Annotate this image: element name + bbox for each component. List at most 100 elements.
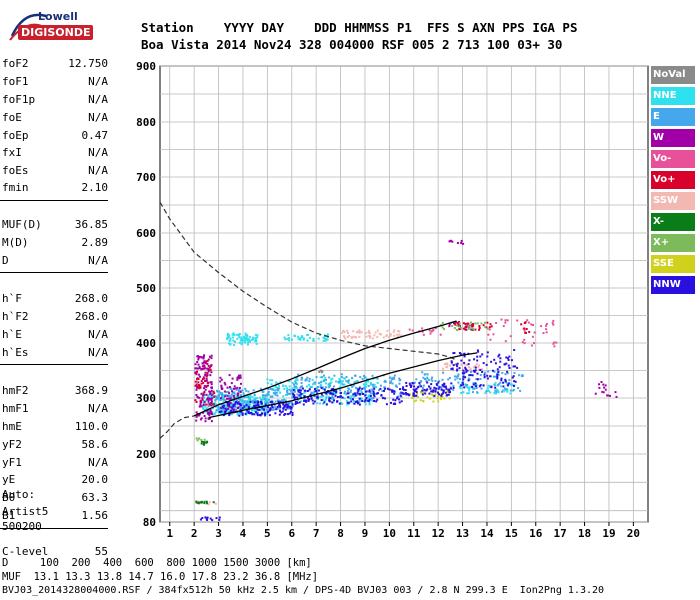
echo-point [594, 392, 597, 395]
echo-point [315, 395, 317, 398]
echo-point [207, 405, 210, 408]
echo-point [233, 404, 236, 407]
echo-point [492, 369, 494, 372]
echo-point [364, 398, 367, 401]
echo-point [202, 408, 205, 411]
echo-point [467, 363, 470, 366]
echo-point [450, 367, 453, 370]
echo-point [376, 377, 379, 380]
echo-point [429, 332, 432, 335]
echo-point [274, 389, 277, 392]
echo-point [370, 399, 373, 402]
echo-point [513, 371, 516, 374]
echo-point [426, 396, 429, 399]
echo-point [413, 381, 416, 384]
echo-point [329, 384, 332, 387]
echo-point [461, 381, 464, 384]
echo-point [278, 384, 281, 387]
echo-point [396, 397, 399, 400]
param-name: MUF(D) [2, 218, 42, 231]
electron-density-profile [159, 201, 457, 361]
echo-point [497, 389, 499, 392]
echo-point [279, 401, 282, 404]
echo-point [327, 395, 330, 398]
echo-point [325, 378, 327, 381]
param-name: foF1 [2, 75, 29, 88]
echo-point [479, 355, 482, 358]
echo-point [240, 336, 243, 339]
echo-point [494, 381, 497, 384]
echo-point [414, 389, 417, 392]
echo-point [421, 371, 424, 374]
echo-point [490, 386, 493, 389]
echo-point [300, 382, 303, 385]
echo-point [454, 378, 457, 381]
echo-point [207, 503, 210, 506]
echo-point [271, 408, 274, 411]
echo-point [475, 363, 478, 366]
x-tick-label: 7 [313, 527, 320, 540]
echo-point [358, 329, 361, 332]
echo-point [432, 394, 434, 397]
echo-point [428, 329, 431, 332]
echo-point [256, 334, 259, 337]
echo-point [532, 324, 534, 326]
echo-point [555, 341, 558, 344]
x-tick-label: 1 [166, 527, 173, 540]
echo-point [284, 405, 287, 408]
echo-point [202, 441, 205, 443]
x-tick-label: 5 [264, 527, 271, 540]
echo-point [345, 399, 348, 402]
echo-point [269, 401, 272, 404]
echo-point [448, 325, 451, 328]
echo-point [278, 408, 281, 411]
echo-point [354, 374, 357, 377]
echo-point [217, 406, 220, 409]
echo-point [372, 394, 375, 396]
echo-point [214, 402, 216, 405]
echo-point [518, 374, 521, 377]
echo-point [474, 369, 477, 372]
param-row-foe: foE N/A [0, 111, 108, 128]
param-name: B0 [2, 491, 16, 504]
echo-point [360, 331, 363, 334]
echo-point [456, 365, 459, 368]
echo-point [477, 366, 480, 369]
echo-point [516, 319, 519, 322]
echo-point [322, 399, 325, 401]
echo-point [345, 380, 348, 383]
echo-point [330, 378, 333, 381]
echo-point [284, 338, 287, 341]
echo-point [341, 380, 344, 383]
echo-point [245, 411, 248, 413]
echo-point [524, 321, 527, 324]
echo-point [228, 386, 231, 388]
echo-point [472, 382, 475, 384]
echo-point [194, 363, 197, 366]
echo-point [208, 397, 211, 400]
echo-point [196, 367, 199, 370]
echo-point [340, 401, 343, 404]
echo-point [320, 399, 323, 402]
echo-point [326, 338, 329, 341]
param-value: 12.750 [68, 57, 108, 70]
echo-point [272, 389, 275, 392]
echo-point [332, 397, 335, 399]
y-tick-label: 80 [143, 516, 156, 529]
param-value: N/A [88, 164, 108, 177]
echo-point [500, 379, 503, 382]
echo-point [195, 437, 198, 440]
echo-point [264, 403, 267, 406]
echo-point [198, 365, 201, 368]
echo-point [494, 386, 497, 389]
echo-point [325, 391, 328, 394]
echo-point [545, 331, 548, 334]
echo-point [323, 380, 326, 383]
echo-point [506, 372, 509, 375]
echo-point [347, 401, 350, 404]
echo-point [298, 389, 301, 392]
echo-point [207, 364, 210, 367]
echo-point [508, 355, 511, 358]
echo-point [412, 388, 415, 391]
echo-point [442, 367, 445, 370]
